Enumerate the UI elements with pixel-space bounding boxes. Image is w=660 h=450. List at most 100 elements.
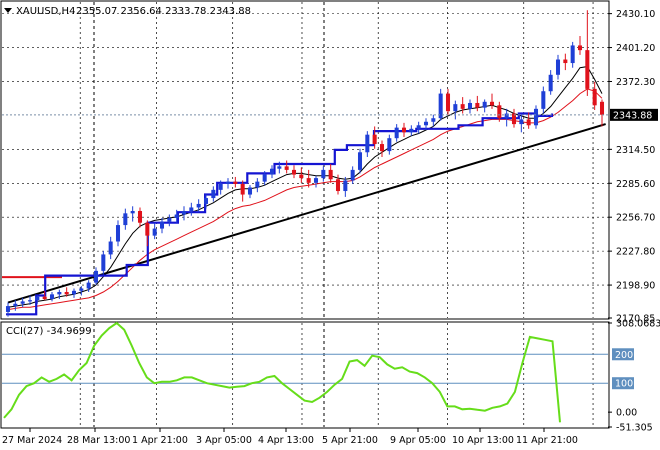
price-axis: 2430.10 2401.20 2372.30 2343.88 2314.50 2285.… — [608, 9, 658, 325]
time-tick-label: 27 Mar 2024 — [2, 435, 62, 446]
time-tick-label: 3 Apr 05:00 — [196, 435, 252, 446]
candle-body — [328, 169, 333, 180]
price-tick-label: 2314.50 — [616, 145, 655, 156]
candle-body — [599, 101, 605, 115]
candle-body — [555, 59, 561, 75]
candle-body — [130, 210, 135, 214]
candle-body — [247, 187, 253, 195]
candle-body — [357, 152, 363, 170]
candle-body — [350, 169, 355, 181]
candle-body — [387, 138, 392, 152]
candle-body — [445, 93, 451, 112]
candle-body — [108, 241, 113, 255]
candle-body — [277, 166, 282, 169]
candle-body — [189, 207, 194, 211]
candle-body — [262, 174, 267, 182]
indicator-panel — [0, 321, 610, 429]
main-panel — [0, 0, 610, 320]
time-tick-label: 1 Apr 21:00 — [132, 435, 188, 446]
cci-level-tag — [612, 377, 634, 390]
candle-body — [313, 178, 319, 183]
candle-body — [167, 218, 172, 222]
symbol-label: XAUUSD,H4 — [16, 6, 75, 17]
candle-body — [592, 88, 597, 106]
candle-body — [482, 101, 487, 108]
cci-level-label: 100 — [615, 379, 633, 390]
candle-body — [335, 179, 341, 192]
candle-body — [225, 181, 231, 184]
candle-body — [291, 169, 297, 175]
candle-body — [497, 105, 502, 119]
candle-body — [64, 291, 69, 295]
candle-body — [489, 101, 495, 106]
candle-body — [401, 127, 407, 133]
current-price-label: 2343.88 — [613, 110, 652, 121]
price-tick-label: 2430.10 — [616, 9, 655, 20]
time-tick-label: 11 Apr 21:00 — [516, 435, 578, 446]
candle-body — [5, 306, 11, 312]
candle-body — [269, 168, 275, 175]
price-tick-label: 2285.60 — [616, 179, 655, 190]
candle-body — [504, 113, 509, 119]
candle-body — [255, 181, 260, 188]
candles — [5, 10, 605, 317]
candle-body — [585, 50, 590, 89]
candle-body — [71, 290, 77, 295]
candle-body — [42, 296, 47, 300]
candle-body — [394, 127, 399, 139]
cci-tick-label: 0.00 — [616, 408, 637, 419]
candle-body — [137, 210, 143, 223]
price-tick-label: 2256.70 — [616, 213, 655, 224]
candle-body — [27, 300, 33, 302]
triangle-down-icon[interactable] — [4, 8, 12, 13]
candle-body — [526, 119, 531, 126]
cci-line — [3, 321, 561, 423]
candle-body — [181, 210, 187, 215]
trailing-stop-line — [6, 112, 554, 316]
candle-body — [57, 291, 62, 295]
candle-body — [548, 74, 553, 92]
candle-body — [460, 104, 465, 109]
price-tick-label: 2227.80 — [616, 247, 655, 258]
fast-moving-average — [7, 66, 603, 308]
cci-label: CCI(27) -34.9699 — [6, 326, 92, 337]
cci-tick-label: 308.0683 — [616, 319, 660, 330]
candle-body — [379, 144, 385, 152]
candle-body — [218, 183, 223, 190]
candle-body — [423, 121, 429, 126]
trendline — [7, 123, 606, 304]
candle-body — [196, 203, 201, 208]
candle-body — [233, 181, 238, 184]
price-tick-label: 2401.20 — [616, 43, 655, 54]
candle-body — [101, 254, 106, 271]
candle-body — [86, 282, 91, 289]
candle-body — [49, 294, 55, 300]
candle-body — [306, 178, 311, 183]
candle-body — [35, 296, 40, 301]
candle-body — [453, 104, 458, 112]
candle-body — [343, 180, 348, 192]
candle-body — [467, 102, 473, 109]
price-tick-label: 2372.30 — [616, 77, 655, 88]
candle-body — [409, 128, 414, 133]
candle-body — [123, 213, 128, 226]
cci-level-tag — [612, 348, 634, 361]
time-tick-label: 5 Apr 21:00 — [322, 435, 378, 446]
grid-lines — [2, 2, 608, 427]
candle-body — [115, 225, 121, 242]
candle-body — [416, 125, 421, 129]
time-tick-label: 28 Mar 13:00 — [67, 435, 130, 446]
candle-body — [159, 221, 165, 229]
price-tick-label: 2170.85 — [616, 314, 655, 325]
candle-body — [284, 166, 289, 170]
candle-body — [152, 228, 157, 236]
cci-level-lines — [2, 353, 608, 384]
candle-body — [145, 222, 150, 236]
candle-body — [20, 301, 25, 304]
candle-body — [79, 288, 84, 291]
candle-body — [438, 93, 443, 119]
cci-tick-label: -51.305 — [616, 423, 653, 434]
candle-body — [563, 59, 568, 64]
candle-body — [372, 134, 377, 145]
price-tick-label: 2198.90 — [616, 281, 655, 292]
